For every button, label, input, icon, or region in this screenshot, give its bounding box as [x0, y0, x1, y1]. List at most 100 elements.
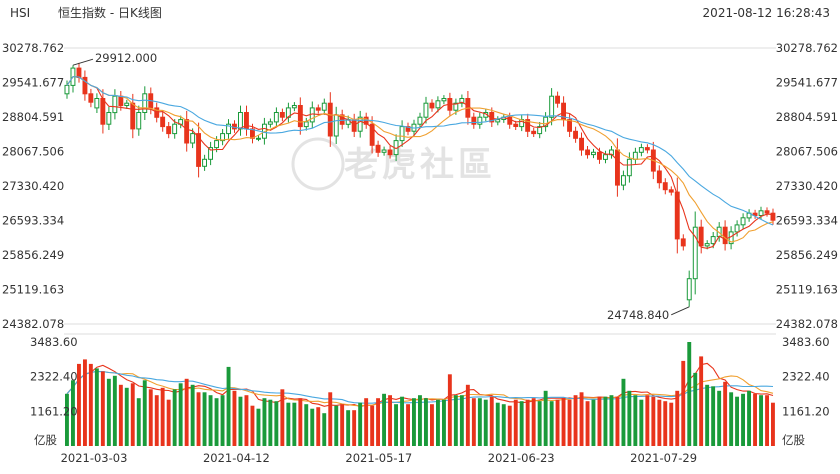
- volume-bar: [214, 398, 219, 446]
- volume-bar: [202, 392, 207, 446]
- volume-bar: [136, 398, 141, 446]
- volume-bar: [418, 395, 422, 446]
- volume-bar: [555, 399, 560, 446]
- candle-down-body: [644, 147, 650, 151]
- candle-up-body: [381, 149, 387, 153]
- axis-labels: 30278.762 30278.762 29541.677 29541.677 2880…: [2, 41, 838, 465]
- volume-bar: [711, 386, 716, 446]
- candle-down-body: [597, 151, 602, 160]
- price-tick-right: 28067.506: [776, 144, 838, 158]
- volume-tick-left: 2322.40: [30, 370, 78, 384]
- grid-lines: [64, 47, 776, 335]
- volume-bar: [71, 380, 75, 446]
- candle-down-body: [315, 107, 321, 111]
- candle-up-body: [136, 112, 142, 130]
- volume-bar: [394, 404, 398, 446]
- price-tick-left: 28067.506: [2, 144, 64, 158]
- volume-bar: [495, 402, 500, 446]
- candle-down-body: [513, 123, 519, 127]
- candle-up-body: [453, 102, 459, 111]
- candle-down-body: [752, 212, 758, 216]
- high-annotation-label: 29912.000: [95, 51, 157, 65]
- annotations: 29912.000 24748.840: [72, 51, 690, 322]
- candle-up-body: [238, 112, 243, 130]
- volume-bar: [531, 398, 536, 446]
- candle-down-body: [118, 95, 124, 107]
- volume-bar: [699, 356, 704, 446]
- candle-down-body: [339, 114, 345, 125]
- candle-down-body: [656, 170, 662, 184]
- volume-bar: [687, 342, 692, 446]
- candle-down-body: [579, 137, 584, 151]
- volume-bar: [166, 399, 171, 446]
- volume-unit-left: 亿股: [34, 433, 57, 447]
- price-tick-left: 25856.249: [2, 248, 64, 262]
- volume-bar: [519, 401, 524, 446]
- candle-down-body: [615, 149, 620, 186]
- volume-bar: [430, 404, 434, 446]
- volume-bar: [663, 401, 668, 446]
- volume-bar: [477, 398, 482, 446]
- candle-up-body: [399, 126, 405, 142]
- candle-down-body: [764, 210, 770, 214]
- volume-bar: [465, 384, 470, 446]
- price-tick-left: 26593.334: [2, 214, 64, 228]
- candle-down-body: [585, 149, 590, 156]
- volume-bar: [244, 395, 249, 446]
- volume-bar: [729, 392, 734, 446]
- volume-bar: [268, 399, 273, 446]
- candle-down-body: [471, 116, 477, 125]
- candle-down-body: [429, 102, 435, 109]
- candle-down-body: [369, 123, 375, 146]
- candle-up-body: [704, 243, 710, 247]
- volume-bar: [537, 401, 542, 446]
- volume-bar: [717, 390, 722, 446]
- candle-up-body: [208, 147, 214, 160]
- volume-bar: [130, 383, 135, 446]
- price-tick-right: 25119.163: [776, 283, 838, 297]
- volume-bar: [513, 399, 518, 446]
- candle-down-body: [297, 105, 303, 128]
- volume-bar: [693, 372, 698, 446]
- candle-down-body: [405, 126, 411, 132]
- candle-up-body: [734, 224, 740, 233]
- volume-bar: [669, 402, 674, 446]
- volume-bar: [382, 393, 386, 446]
- candle-down-body: [531, 130, 537, 135]
- volume-bar: [94, 368, 99, 446]
- candle-down-body: [674, 191, 680, 240]
- volume-bar: [220, 395, 225, 446]
- candle-up-body: [626, 158, 632, 177]
- volume-bar: [723, 381, 728, 446]
- candle-up-body: [106, 112, 112, 125]
- volume-bar: [232, 390, 237, 446]
- candle-down-body: [555, 95, 560, 104]
- candle-up-body: [537, 126, 543, 135]
- volume-bar: [675, 390, 680, 446]
- candle-down-body: [662, 182, 668, 191]
- timestamp-label: 2021-08-12 16:28:43: [703, 6, 830, 20]
- volume-bar: [621, 378, 626, 446]
- volume-bar: [759, 395, 763, 446]
- volume-bar: [501, 404, 506, 446]
- volume-bar: [292, 402, 297, 446]
- candle-down-body: [770, 212, 776, 221]
- price-ma-mid-line: [66, 76, 774, 243]
- volume-bar: [483, 399, 488, 446]
- volume-bar: [106, 378, 111, 446]
- watermark-text: 老虎社區: [344, 145, 496, 185]
- candle-down-body: [166, 126, 172, 135]
- candle-up-body: [267, 121, 273, 125]
- volume-bar: [705, 384, 710, 446]
- candle-down-body: [327, 102, 333, 137]
- volume-bar: [124, 387, 129, 446]
- price-tick-left: 24382.078: [2, 317, 64, 331]
- candle-up-body: [172, 123, 178, 135]
- candle-down-body: [76, 67, 82, 78]
- candle-down-body: [184, 119, 190, 144]
- candle-up-body: [603, 154, 608, 160]
- price-tick-left: 30278.762: [2, 41, 64, 55]
- volume-bar: [657, 399, 662, 446]
- price-tick-right: 30278.762: [776, 41, 838, 55]
- high-annotation-leader: [72, 58, 94, 66]
